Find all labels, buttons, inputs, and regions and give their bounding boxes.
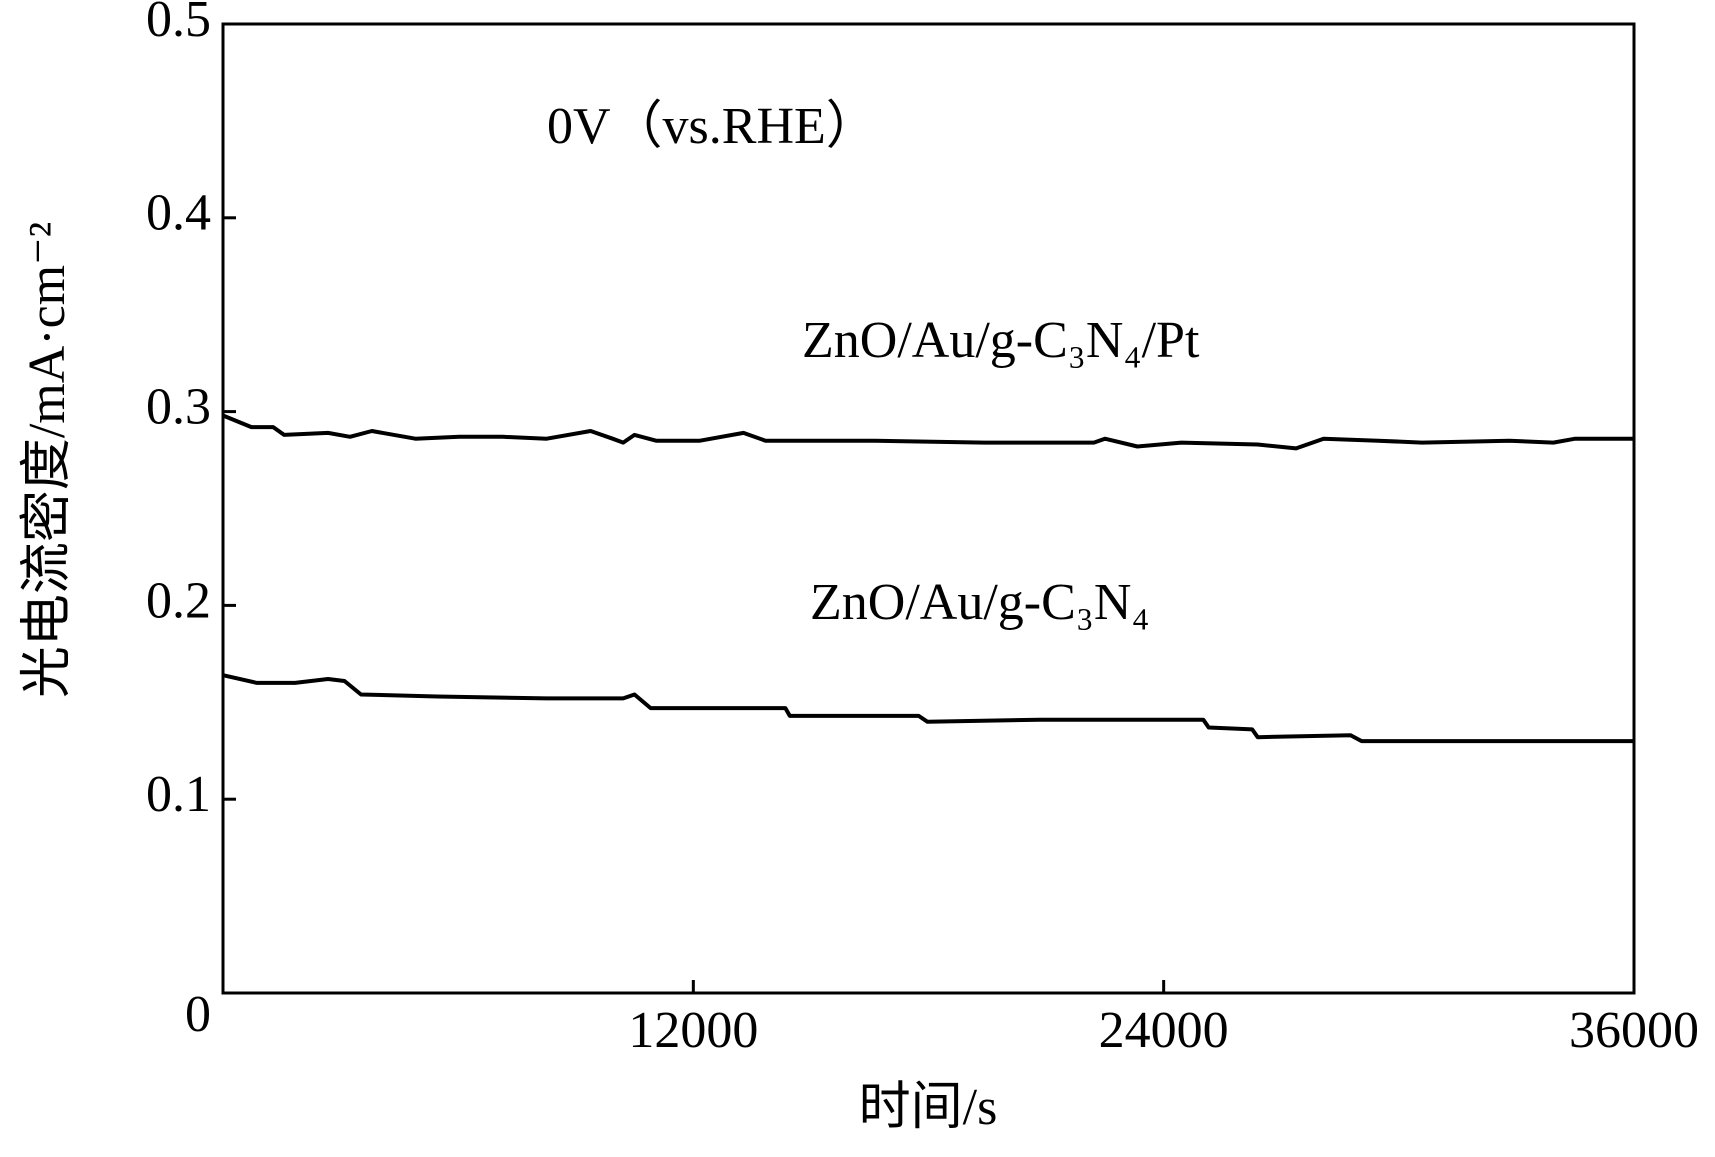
plot-frame (221, 22, 1636, 995)
y-tick-label: 0.5 (146, 0, 211, 48)
series-label: ZnO/Au/g-C₃N₄ (810, 574, 1150, 631)
series-line (222, 413, 1634, 451)
series-label: ZnO/Au/g-C₃N₄/Pt (802, 312, 1200, 369)
y-tick-label: 0.4 (146, 185, 211, 242)
x-axis-title: 时间/s (859, 1079, 998, 1136)
annotation: 0V（vs.RHE） (547, 98, 878, 155)
y-tick-label: 0.3 (146, 379, 211, 436)
x-tick-label: 0 (185, 986, 211, 1043)
x-tick-label: 24000 (1099, 1002, 1229, 1059)
y-axis-title: 光电流密度/mA·cm⁻² (19, 222, 76, 698)
y-tick-label: 0.2 (146, 572, 211, 629)
x-tick-label: 36000 (1569, 1002, 1699, 1059)
y-tick-label: 0.1 (146, 766, 211, 823)
x-tick-label: 12000 (628, 1002, 758, 1059)
series-line (222, 673, 1634, 744)
